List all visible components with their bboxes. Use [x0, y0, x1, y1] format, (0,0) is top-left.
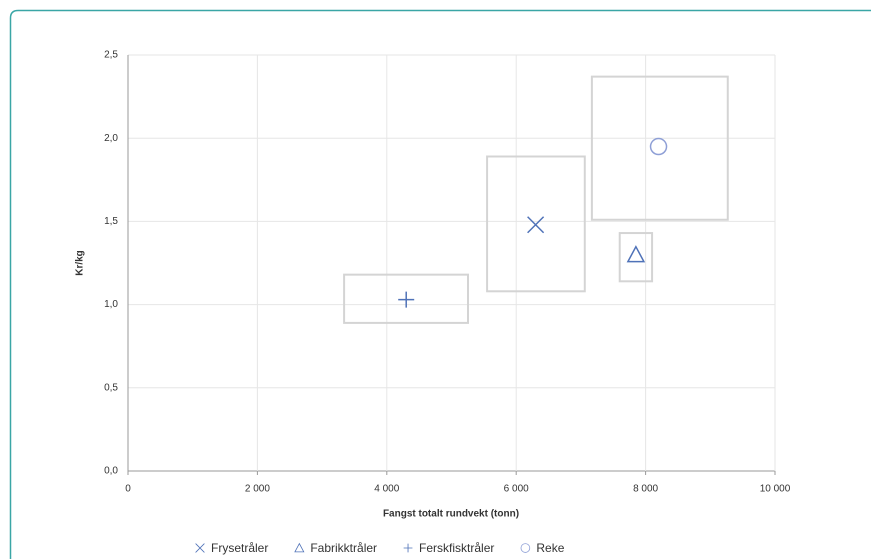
frame — [9, 9, 871, 559]
legend-label: Ferskfisktråler — [419, 541, 494, 555]
x-tick-label: 0 — [125, 484, 131, 495]
legend-item: Reke — [520, 541, 565, 555]
legend-marker — [520, 543, 531, 553]
y-tick-label: 2,5 — [104, 50, 118, 61]
point — [398, 291, 415, 308]
range-box — [590, 75, 729, 221]
point — [649, 137, 668, 156]
x-tick-label: 8 000 — [633, 484, 658, 495]
y-tick-label: 2,0 — [104, 133, 118, 144]
legend-item: Frysetråler — [195, 541, 268, 555]
range-box — [486, 155, 586, 293]
point — [527, 216, 545, 234]
x-axis-title: Fangst totalt rundvekt (tonn) — [383, 509, 519, 520]
legend-item: Ferskfisktråler — [403, 541, 494, 555]
legend-label: Reke — [536, 541, 564, 555]
point — [626, 245, 646, 263]
range-box — [343, 273, 469, 324]
x-tick-label: 6 000 — [504, 484, 529, 495]
range-box — [618, 232, 654, 283]
y-tick-label: 0,0 — [104, 466, 118, 477]
x-tick-label: 4 000 — [374, 484, 399, 495]
legend-marker — [403, 543, 413, 553]
y-tick-label: 1,5 — [104, 216, 118, 227]
x-tick-label: 2 000 — [245, 484, 270, 495]
x-tick-label: 10 000 — [760, 484, 791, 495]
legend-item: Fabrikktråler — [294, 541, 377, 555]
y-axis-title: Kr/kg — [75, 250, 86, 276]
legend-label: Frysetråler — [211, 541, 268, 555]
y-tick-label: 1,0 — [104, 299, 118, 310]
legend-marker — [294, 542, 305, 553]
legend-label: Fabrikktråler — [310, 541, 377, 555]
legend-marker — [195, 543, 205, 553]
y-tick-label: 0,5 — [104, 382, 118, 393]
